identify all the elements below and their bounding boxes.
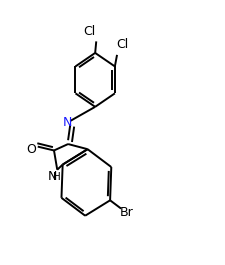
Text: O: O bbox=[27, 143, 36, 156]
Text: N: N bbox=[63, 116, 72, 129]
Text: Cl: Cl bbox=[84, 25, 96, 38]
Text: Br: Br bbox=[120, 206, 134, 219]
Text: H: H bbox=[53, 172, 61, 182]
Text: N: N bbox=[47, 170, 57, 183]
Text: Cl: Cl bbox=[117, 38, 129, 51]
